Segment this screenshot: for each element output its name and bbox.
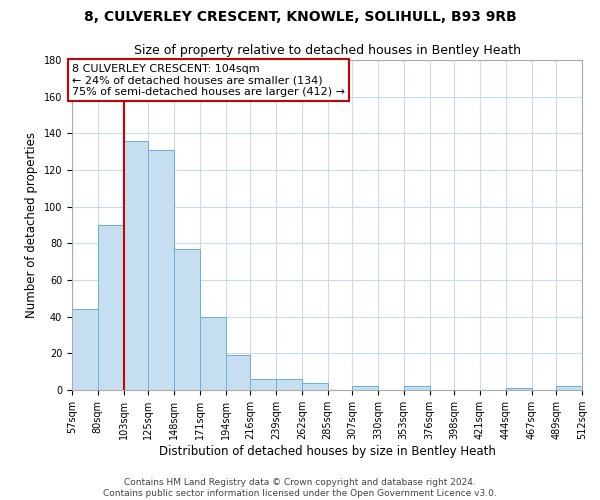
Text: Contains HM Land Registry data © Crown copyright and database right 2024.
Contai: Contains HM Land Registry data © Crown c…	[103, 478, 497, 498]
X-axis label: Distribution of detached houses by size in Bentley Heath: Distribution of detached houses by size …	[158, 444, 496, 458]
Bar	[506, 388, 532, 390]
Bar	[352, 386, 378, 390]
Bar	[226, 355, 250, 390]
Bar	[148, 150, 174, 390]
Bar	[72, 310, 98, 390]
Title: Size of property relative to detached houses in Bentley Heath: Size of property relative to detached ho…	[133, 44, 521, 58]
Y-axis label: Number of detached properties: Number of detached properties	[25, 132, 38, 318]
Text: 8, CULVERLEY CRESCENT, KNOWLE, SOLIHULL, B93 9RB: 8, CULVERLEY CRESCENT, KNOWLE, SOLIHULL,…	[83, 10, 517, 24]
Bar	[556, 386, 582, 390]
Bar	[250, 379, 276, 390]
Bar	[200, 316, 226, 390]
Bar	[276, 379, 302, 390]
Bar	[98, 225, 124, 390]
Bar	[124, 140, 148, 390]
Bar	[174, 249, 200, 390]
Bar	[404, 386, 430, 390]
Bar	[302, 382, 328, 390]
Text: 8 CULVERLEY CRESCENT: 104sqm
← 24% of detached houses are smaller (134)
75% of s: 8 CULVERLEY CRESCENT: 104sqm ← 24% of de…	[72, 64, 345, 97]
